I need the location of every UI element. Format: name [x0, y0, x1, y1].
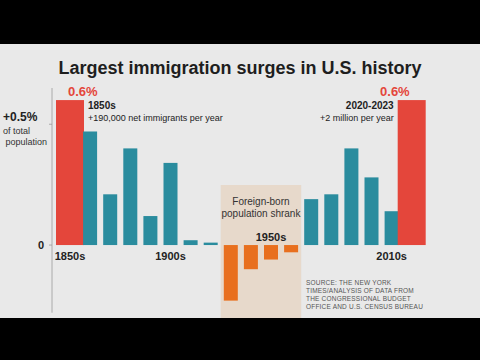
- x-tick-label: 1900s: [155, 250, 186, 262]
- annotation: +190,000 net immigrants per year: [88, 113, 223, 123]
- bar: [365, 177, 379, 245]
- bar: [164, 163, 178, 245]
- bar: [103, 194, 117, 245]
- bar: [264, 245, 278, 259]
- bar: [304, 199, 318, 245]
- bar: [344, 148, 358, 245]
- y-tick: [49, 124, 52, 125]
- x-tick-label: 1850s: [55, 250, 86, 262]
- bars: [56, 100, 426, 301]
- data-label: 0.6%: [68, 84, 98, 99]
- x-tick-label: 1950s: [256, 231, 287, 243]
- y-axis-label: of total population: [3, 126, 47, 147]
- bar: [204, 243, 218, 245]
- annotation: 1850s: [88, 100, 116, 111]
- data-label: 0.6%: [380, 84, 410, 99]
- y-tick-label: 0: [38, 239, 44, 251]
- bar: [123, 148, 137, 245]
- bar: [224, 245, 238, 301]
- y-axis-line: [52, 88, 53, 313]
- y-tick-label: +0.5%: [3, 110, 38, 124]
- bar: [398, 100, 426, 245]
- annotation: 2020-2023: [346, 100, 394, 111]
- source-note: SOURCE: THE NEW YORK TIMES/ANALYSIS OF D…: [306, 279, 428, 311]
- bar: [143, 216, 157, 245]
- annotation: +2 million per year: [320, 113, 394, 123]
- bar: [284, 245, 298, 252]
- bar: [184, 240, 198, 245]
- bar: [324, 194, 338, 245]
- annotation: Foreign-born population shrank: [221, 196, 301, 220]
- bar: [56, 100, 84, 245]
- title: Largest immigration surges in U.S. histo…: [58, 58, 421, 78]
- bar: [83, 131, 97, 245]
- y-tick: [49, 245, 52, 246]
- bar: [244, 245, 258, 269]
- bar: [385, 211, 399, 245]
- shaded-region: [221, 185, 301, 318]
- x-tick-label: 2010s: [376, 250, 407, 262]
